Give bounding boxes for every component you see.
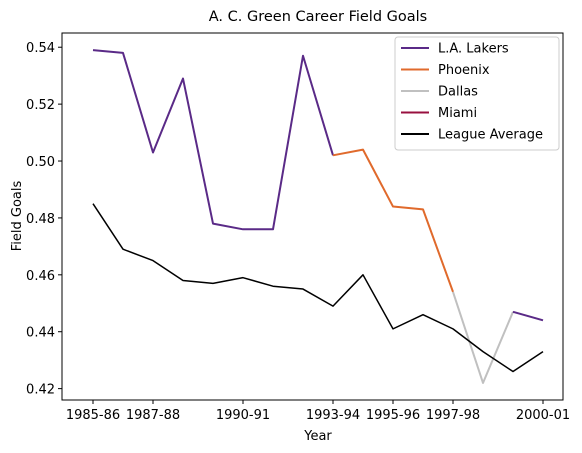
legend: L.A. Lakers Phoenix Dallas Miami League Aver…: [394, 36, 560, 151]
series-line-5: [92, 203, 544, 373]
series-line-1: [332, 148, 454, 293]
series-line-2: [452, 291, 514, 384]
y-tick-label: 0.46: [26, 269, 55, 284]
series-line-4: [512, 310, 544, 322]
legend-label: Miami: [438, 106, 477, 121]
y-axis-label: Field Goals: [10, 181, 25, 252]
x-axis-label: Year: [303, 429, 332, 444]
y-tick-label: 0.44: [26, 326, 55, 341]
y-tick-label: 0.48: [26, 212, 55, 227]
x-tick-label: 2000-01: [516, 408, 570, 423]
x-tick-label: 1993-94: [306, 408, 360, 423]
x-tick-label: 1997-98: [426, 408, 480, 423]
y-tick-label: 0.42: [26, 383, 55, 398]
plot-series-group: [92, 49, 544, 384]
plot-frame: [61, 32, 564, 401]
legend-label: L.A. Lakers: [438, 42, 509, 57]
legend-label: Dallas: [438, 85, 478, 100]
x-tick-label: 1990-91: [216, 408, 270, 423]
y-tick-label: 0.50: [26, 155, 55, 170]
y-tick-label: 0.54: [26, 41, 55, 56]
legend-label: League Average: [438, 128, 543, 143]
y-tick-label: 0.52: [26, 98, 55, 113]
x-tick-label: 1985-86: [66, 408, 120, 423]
chart-title: A. C. Green Career Field Goals: [209, 9, 427, 25]
y-axis-ticks: 0.42 0.44 0.46 0.48 0.50 0.52 0.54: [26, 41, 62, 398]
x-axis-ticks: 1985-86 1987-88 1990-91 1993-94 1995-96 1997-…: [66, 400, 570, 423]
legend-label: Phoenix: [438, 63, 490, 78]
x-tick-label: 1987-88: [126, 408, 180, 423]
series-line-0: [92, 49, 334, 231]
legend-box: [394, 36, 560, 151]
x-tick-label: 1995-96: [366, 408, 420, 423]
